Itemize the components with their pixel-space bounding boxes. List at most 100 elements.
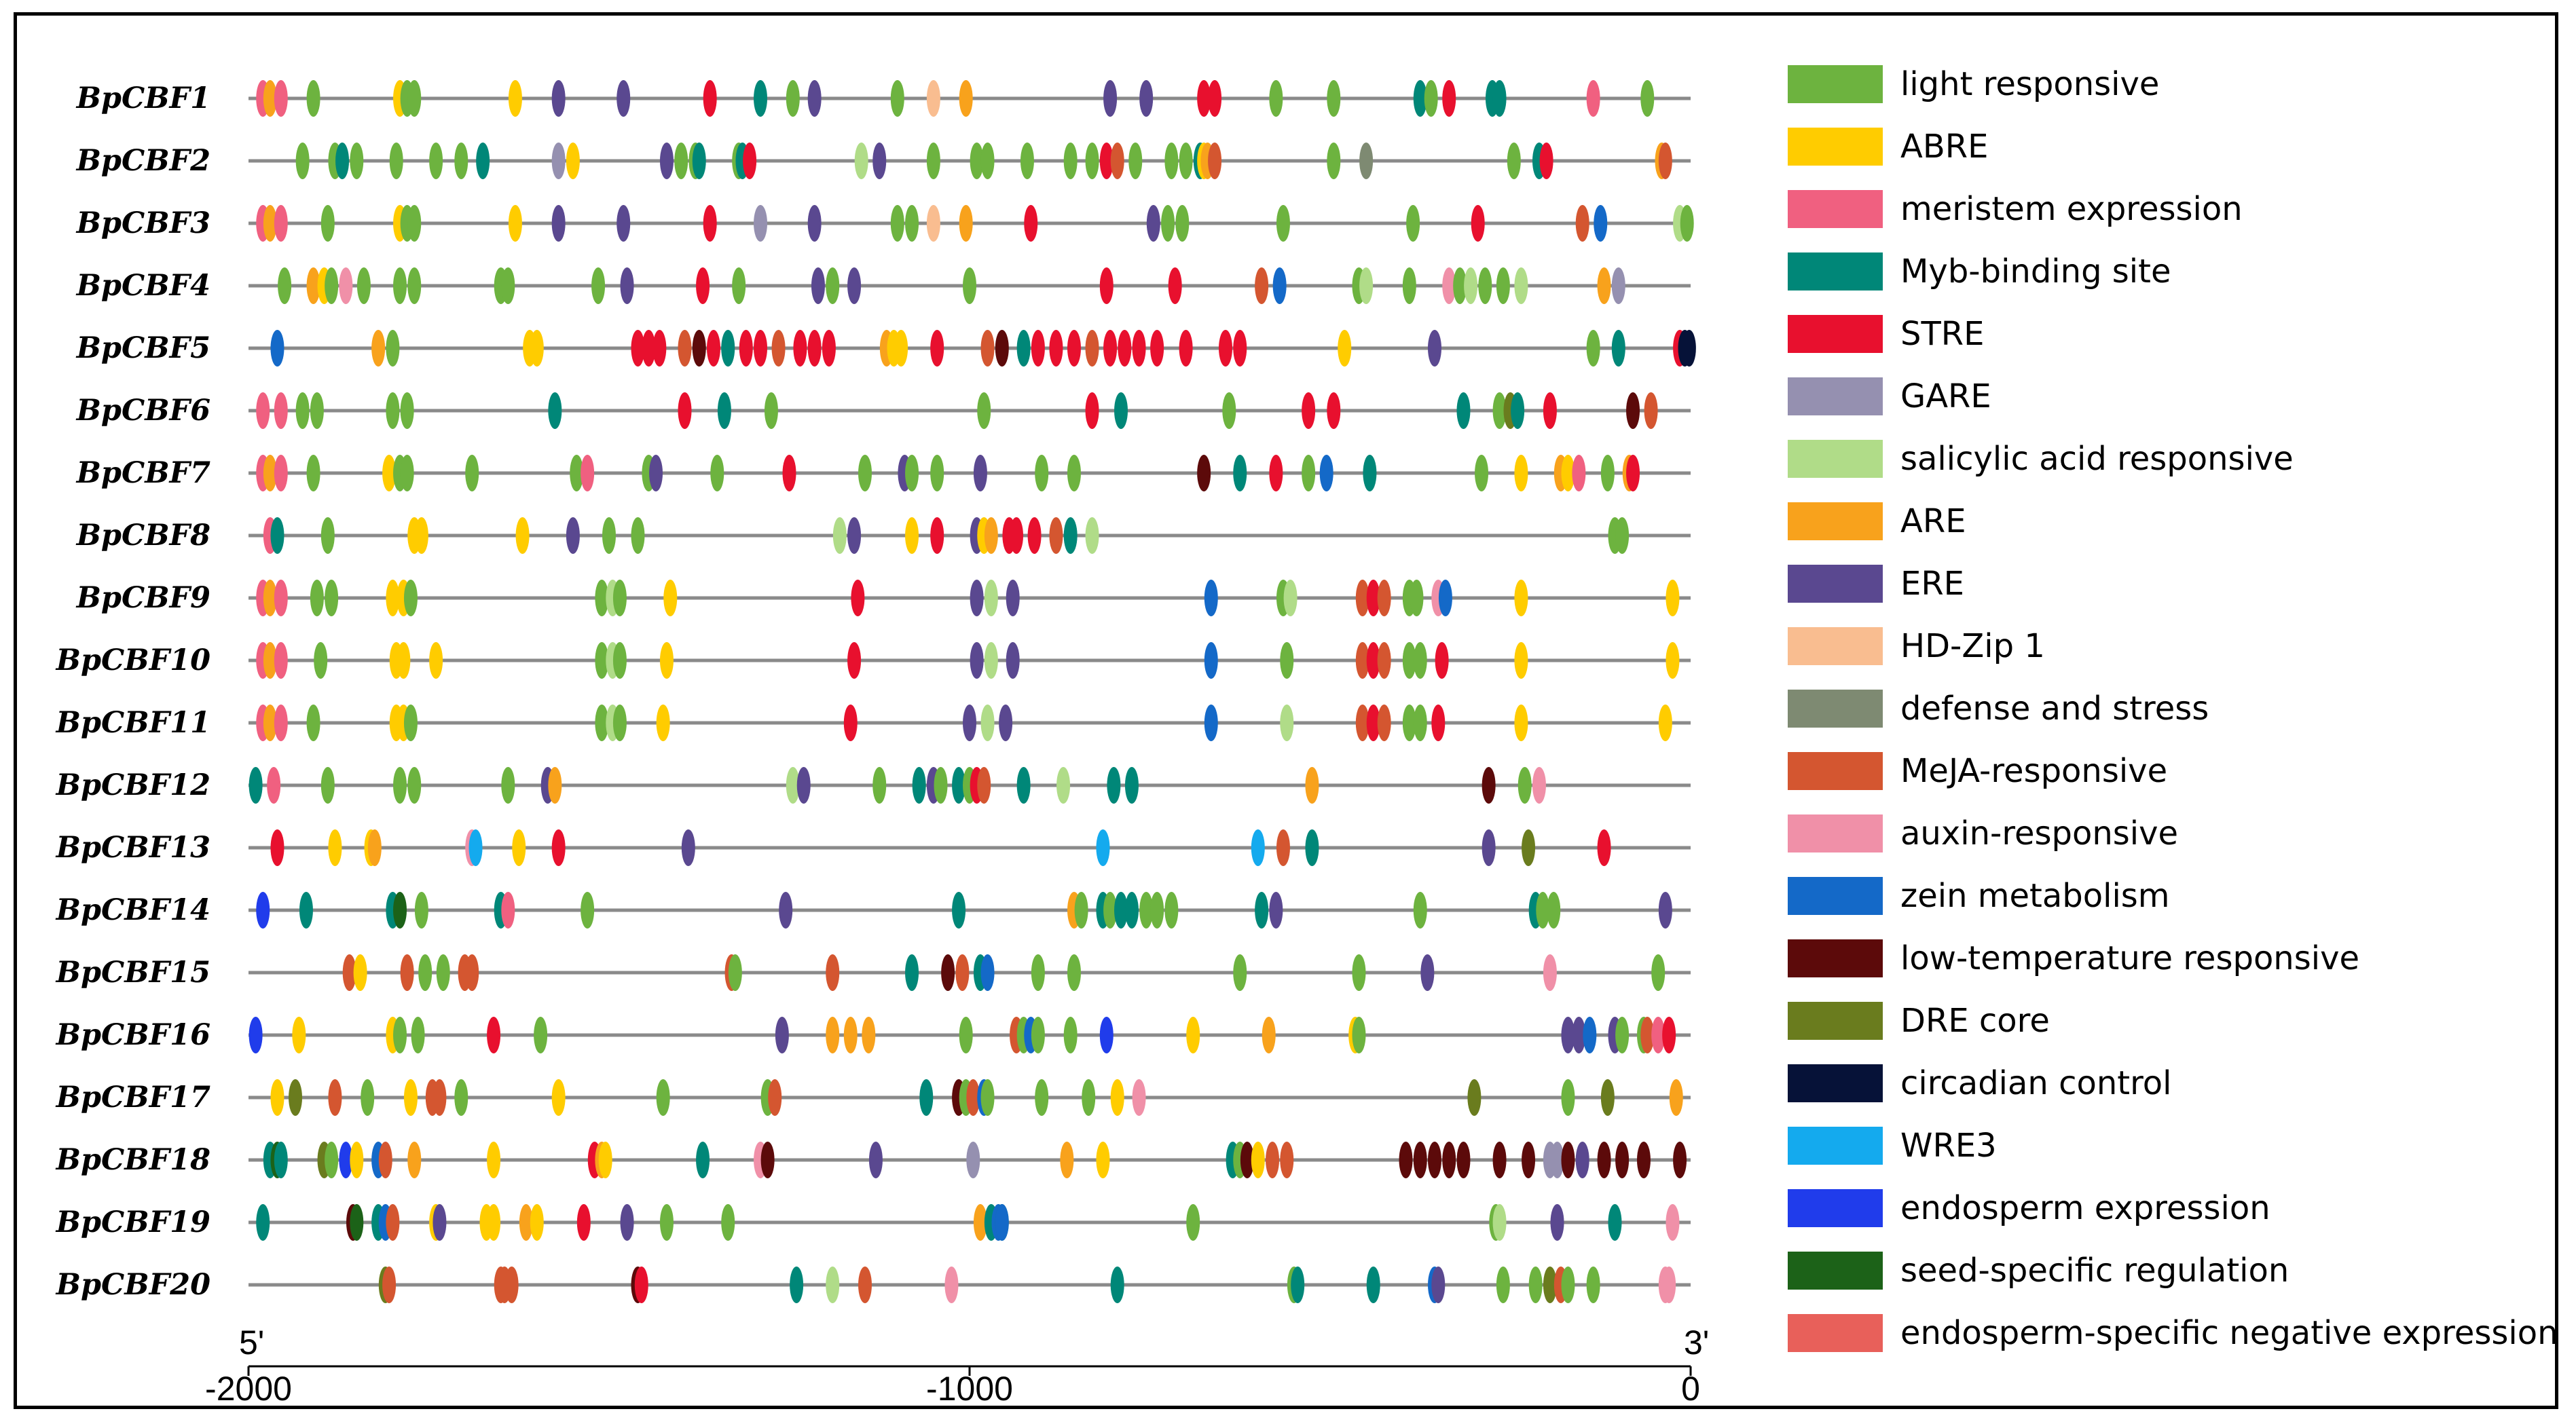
- cis-element-mark: [1456, 392, 1471, 429]
- cis-element-mark: [1662, 1017, 1676, 1053]
- cis-element-mark: [1302, 392, 1316, 429]
- cis-element-mark: [1410, 580, 1424, 616]
- cis-element-mark: [325, 580, 339, 616]
- cis-element-mark: [1085, 517, 1099, 554]
- cis-element-mark: [414, 517, 428, 554]
- cis-element-mark: [1305, 829, 1319, 866]
- cis-element-mark: [764, 392, 778, 429]
- legend-swatch: [1788, 190, 1883, 228]
- cis-element-mark: [1626, 455, 1640, 491]
- cis-element-mark: [1572, 1017, 1586, 1053]
- cis-element-mark: [274, 580, 288, 616]
- legend-swatch: [1788, 814, 1883, 852]
- cis-element-mark: [1280, 705, 1294, 741]
- cis-element-mark: [1006, 580, 1020, 616]
- legend-swatch: [1788, 440, 1883, 478]
- cis-element-mark: [310, 580, 324, 616]
- cis-element-mark: [1543, 954, 1557, 991]
- cis-element-mark: [696, 267, 710, 304]
- cis-element-mark: [1283, 580, 1298, 616]
- cis-element-mark: [397, 642, 411, 679]
- cis-element-mark: [1110, 143, 1124, 179]
- cis-element-mark: [1124, 767, 1139, 804]
- cis-element-mark: [393, 1017, 407, 1053]
- cis-element-mark: [353, 954, 367, 991]
- cis-element-mark: [620, 267, 634, 304]
- cis-element-mark: [1680, 205, 1694, 242]
- cis-element-mark: [1255, 892, 1269, 929]
- legend-item: endosperm-specific negative expression: [1788, 1302, 2562, 1364]
- cis-element-mark: [1482, 767, 1496, 804]
- cis-element-mark: [1063, 1017, 1078, 1053]
- cis-element-mark: [1427, 1142, 1441, 1178]
- cis-element-mark: [576, 1204, 591, 1241]
- cis-element-mark: [386, 1204, 400, 1241]
- cis-element-mark: [501, 767, 515, 804]
- cis-element-mark: [1528, 1267, 1543, 1303]
- cis-element-mark: [775, 1017, 789, 1053]
- cis-element-mark: [659, 1204, 674, 1241]
- legend-label: endosperm-specific negative expression: [1900, 1314, 2558, 1352]
- cis-element-mark: [595, 705, 609, 741]
- cis-element-mark: [739, 330, 753, 367]
- gene-label: BpCBF3: [75, 206, 210, 240]
- cis-element-mark: [728, 954, 742, 991]
- cis-element-mark: [1262, 1017, 1276, 1053]
- cis-element-mark: [1359, 267, 1374, 304]
- cis-element-mark: [984, 517, 998, 554]
- cis-element-mark: [1186, 1204, 1200, 1241]
- cis-element-mark: [289, 1079, 303, 1116]
- cis-element-mark: [1435, 642, 1449, 679]
- cis-element-mark: [519, 1204, 533, 1241]
- cis-element-mark: [468, 829, 483, 866]
- legend-item: salicylic acid responsive: [1788, 428, 2562, 490]
- cis-element-mark: [1305, 767, 1319, 804]
- cis-element-mark: [429, 642, 443, 679]
- cis-element-mark: [249, 767, 263, 804]
- cis-element-mark: [1006, 642, 1020, 679]
- cis-element-mark: [1063, 143, 1078, 179]
- cis-element-mark: [1366, 580, 1380, 616]
- cis-element-mark: [1269, 455, 1283, 491]
- cis-element-mark: [1110, 1079, 1124, 1116]
- cis-element-mark: [1027, 517, 1042, 554]
- legend-label: DRE core: [1900, 1002, 2050, 1040]
- cis-element-mark: [1179, 330, 1193, 367]
- cis-element-mark: [973, 1204, 987, 1241]
- cis-element-mark: [1204, 580, 1218, 616]
- gene-label: BpCBF1: [75, 81, 210, 115]
- cis-element-mark: [306, 455, 320, 491]
- cis-element-mark: [970, 143, 984, 179]
- cis-element-mark: [1399, 1142, 1413, 1178]
- five-prime-label: 5': [239, 1324, 264, 1362]
- legend-swatch: [1788, 65, 1883, 103]
- cis-element-mark: [710, 455, 724, 491]
- cis-element-mark: [1543, 392, 1557, 429]
- cis-element-mark: [393, 267, 407, 304]
- cis-element-mark: [1124, 892, 1139, 929]
- cis-element-mark: [721, 1204, 735, 1241]
- cis-element-mark: [378, 1142, 392, 1178]
- cis-element-mark: [919, 1079, 934, 1116]
- cis-element-mark: [894, 330, 908, 367]
- cis-element-mark: [926, 143, 940, 179]
- legend-item: auxin-responsive: [1788, 802, 2562, 865]
- cis-element-mark: [631, 330, 645, 367]
- legend-swatch: [1788, 252, 1883, 291]
- cis-element-mark: [1103, 892, 1118, 929]
- cis-element-mark: [858, 455, 872, 491]
- cis-element-mark: [1060, 1142, 1074, 1178]
- cis-element-mark: [476, 143, 490, 179]
- legend-swatch: [1788, 877, 1883, 915]
- cis-element-mark: [1377, 580, 1391, 616]
- cis-element-mark: [400, 455, 414, 491]
- cis-element-mark: [1175, 205, 1190, 242]
- cis-element-mark: [501, 267, 515, 304]
- legend-swatch: [1788, 565, 1883, 603]
- cis-element-mark: [1255, 267, 1269, 304]
- cis-element-mark: [1269, 892, 1283, 929]
- cis-element-mark: [256, 1204, 270, 1241]
- cis-element-mark: [663, 580, 678, 616]
- legend-item: meristem expression: [1788, 178, 2562, 240]
- cis-element-mark: [656, 705, 670, 741]
